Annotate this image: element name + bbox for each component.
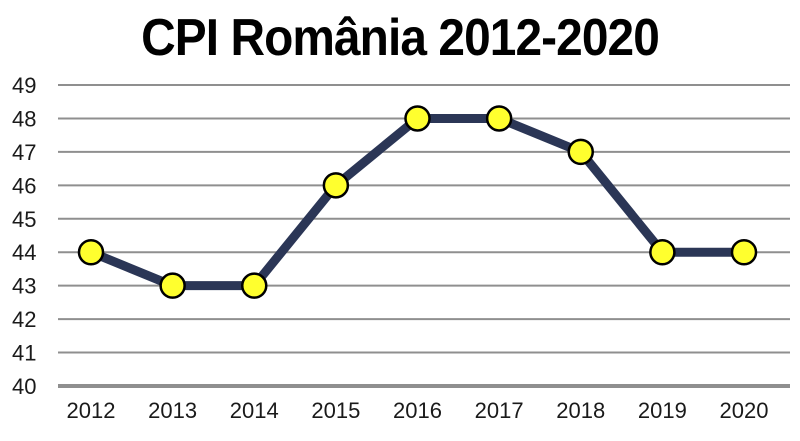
x-tick-label: 2016 xyxy=(393,398,442,423)
series-line xyxy=(86,113,749,291)
data-point xyxy=(322,172,350,199)
x-tick-label: 2012 xyxy=(67,398,116,423)
y-tick-label: 45 xyxy=(12,207,36,232)
y-tick-label: 41 xyxy=(12,341,36,366)
data-point xyxy=(730,238,758,266)
y-tick-label: 48 xyxy=(12,106,36,131)
y-tick-label: 40 xyxy=(12,374,36,399)
x-tick-label: 2013 xyxy=(148,398,197,423)
series-line-layer xyxy=(86,113,749,291)
y-tick-label: 47 xyxy=(12,140,36,165)
data-point xyxy=(77,238,105,266)
x-tick-label: 2019 xyxy=(638,398,687,423)
y-tick-label: 46 xyxy=(12,173,36,198)
data-point xyxy=(404,105,431,132)
y-tick-label: 49 xyxy=(12,73,36,98)
x-tick-label: 2014 xyxy=(230,398,279,423)
y-tick-label: 44 xyxy=(12,240,36,265)
y-tick-label: 43 xyxy=(12,274,36,299)
y-axis-ticks: 40 41 42 43 44 45 46 47 48 49 xyxy=(12,73,36,399)
data-point xyxy=(241,272,268,299)
data-points xyxy=(77,105,758,299)
x-tick-label: 2017 xyxy=(475,398,524,423)
x-axis-ticks: 2012 2013 2014 2015 2016 2017 2018 2019 2020 xyxy=(67,398,769,423)
data-point xyxy=(485,105,513,132)
data-point xyxy=(159,272,186,299)
chart-title: CPI România 2012-2020 xyxy=(141,9,660,67)
data-point xyxy=(649,238,676,266)
x-tick-label: 2015 xyxy=(311,398,360,423)
x-tick-label: 2020 xyxy=(720,398,769,423)
x-tick-label: 2018 xyxy=(556,398,605,423)
data-point xyxy=(567,138,594,166)
y-tick-label: 42 xyxy=(12,307,36,332)
grid-layer xyxy=(58,84,790,388)
